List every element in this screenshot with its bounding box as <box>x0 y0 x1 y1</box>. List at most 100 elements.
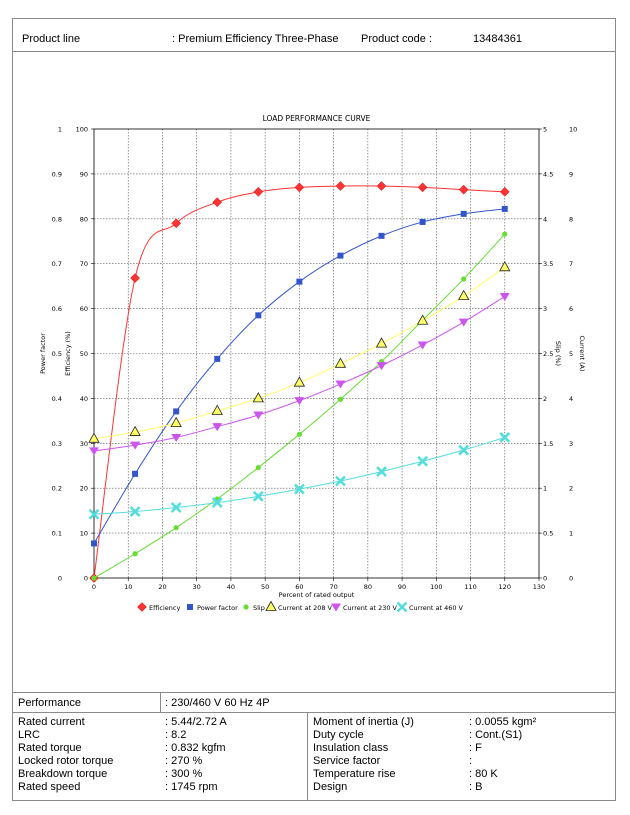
power-factor-tick-label: 0.3 <box>52 440 62 448</box>
current-at-230-v-point <box>171 433 182 442</box>
power-factor-point <box>296 278 303 285</box>
spec-label: Temperature rise <box>313 768 396 780</box>
power-factor-tick-label: 0.4 <box>52 395 62 403</box>
power-factor-point <box>501 205 508 212</box>
current-tick-label: 6 <box>569 305 573 313</box>
legend-marker <box>187 604 193 610</box>
x-tick-label: 130 <box>533 583 545 591</box>
x-tick-label: 60 <box>295 583 303 591</box>
efficiency-point <box>499 187 510 197</box>
x-axis-title: Percent of rated output <box>279 591 355 599</box>
current-at-208-v-point <box>458 289 470 300</box>
efficiency-point <box>376 181 387 191</box>
spec-value: : 5.44/2.72 A <box>165 716 227 728</box>
power-factor-point <box>419 218 426 225</box>
current-tick-label: 0 <box>569 575 573 583</box>
power-factor-point <box>255 312 262 319</box>
product-header: Product line : Premium Efficiency Three-… <box>12 29 616 52</box>
x-tick-label: 30 <box>193 583 201 591</box>
efficiency-point <box>294 182 305 193</box>
current-at-460-v-point <box>499 432 511 443</box>
slip-point <box>337 396 344 402</box>
x-marker-stroke <box>499 432 511 443</box>
current-at-460-v-point <box>211 497 223 508</box>
efficiency-point <box>335 181 346 191</box>
slip-tick-label: 2 <box>543 395 547 403</box>
spec-value: : Cont.(S1) <box>469 729 523 741</box>
current-at-460-v-point <box>88 508 100 520</box>
current-at-460-v-point <box>170 502 182 513</box>
performance-label: Performance <box>18 697 81 709</box>
slip-point <box>502 231 508 237</box>
spec-label: Rated torque <box>18 742 82 754</box>
x-tick-label: 100 <box>430 583 442 591</box>
power-factor-tick-label: 1 <box>58 126 62 134</box>
performance-value: : 230/460 V 60 Hz 4P <box>165 697 270 709</box>
product-line-label: Product line <box>22 33 81 45</box>
slip-tick-label: 1 <box>543 485 547 493</box>
current-at-208-v-point <box>375 337 388 348</box>
current-at-208-v-point <box>334 357 347 368</box>
efficiency-tick-label: 30 <box>80 440 88 448</box>
x-marker-stroke <box>252 490 264 502</box>
spec-value: : 8.2 <box>165 729 187 741</box>
slip-tick-label: 5 <box>543 126 547 134</box>
current-at-208-v-curve <box>93 266 506 440</box>
current-at-208-v-point <box>252 392 264 403</box>
efficiency-tick-label: 70 <box>80 260 88 268</box>
legend-label: Current at 230 V <box>343 604 398 612</box>
efficiency-tick-label: 50 <box>80 350 88 358</box>
current-at-230-v-point <box>335 380 346 389</box>
x-tick-label: 20 <box>158 583 166 591</box>
power-factor-axis-title: Power factor <box>39 333 47 374</box>
legend-marker <box>331 603 341 612</box>
current-tick-label: 10 <box>569 126 577 134</box>
spec-label: Breakdown torque <box>18 768 108 780</box>
specs-column-divider <box>307 712 308 801</box>
spec-label: Rated speed <box>18 781 81 793</box>
x-tick-label: 80 <box>364 583 372 591</box>
efficiency-axis-title: Efficiency (%) <box>64 331 72 376</box>
power-factor-point <box>460 210 467 217</box>
chart-legend: Efficiency Power factor Slip Current at 208… <box>137 600 464 613</box>
current-tick-label: 8 <box>569 215 573 223</box>
spec-label: Duty cycle <box>313 729 364 741</box>
current-at-230-v-point <box>130 441 141 450</box>
legend-marker <box>396 601 408 613</box>
power-factor-point <box>91 540 97 547</box>
spec-label: Rated current <box>18 716 85 728</box>
efficiency-tick-label: 100 <box>76 126 88 134</box>
legend-marker <box>137 602 147 612</box>
current-at-230-v-point <box>294 397 305 406</box>
slip-tick-label: 4.5 <box>543 170 553 178</box>
current-axis-title: Current (A) <box>578 336 586 372</box>
spec-label: Locked rotor torque <box>18 755 114 767</box>
current-at-208-v-point <box>88 432 100 443</box>
product-line-value: : Premium Efficiency Three-Phase <box>172 33 339 45</box>
spec-value: : 0.0055 kgm² <box>469 716 537 728</box>
slip-point <box>132 551 138 557</box>
x-marker-stroke <box>417 455 429 467</box>
efficiency-tick-label: 10 <box>80 530 88 538</box>
slip-tick-label: 3 <box>543 305 547 313</box>
slip-point <box>173 525 179 531</box>
current-at-460-v-point <box>417 455 429 467</box>
efficiency-point <box>417 182 428 193</box>
slip-tick-label: 4 <box>543 215 547 223</box>
slip-point <box>296 431 302 437</box>
x-tick-label: 10 <box>124 583 132 591</box>
current-at-460-v-point <box>335 475 346 487</box>
current-at-460-v-point <box>458 444 470 456</box>
specs-table: Rated current: 5.44/2.72 A LRC: 8.2 Rated … <box>12 712 616 801</box>
x-tick-label: 40 <box>227 583 235 591</box>
x-marker-stroke <box>335 475 346 487</box>
power-factor-point <box>173 408 180 415</box>
efficiency-tick-label: 40 <box>80 395 88 403</box>
current-at-208-v-point <box>170 416 182 427</box>
legend-label: Efficiency <box>149 604 180 612</box>
power-factor-point <box>337 252 344 259</box>
current-at-208-v-point <box>499 260 511 272</box>
current-tick-label: 3 <box>569 440 573 448</box>
current-at-460-v-point <box>252 490 264 502</box>
